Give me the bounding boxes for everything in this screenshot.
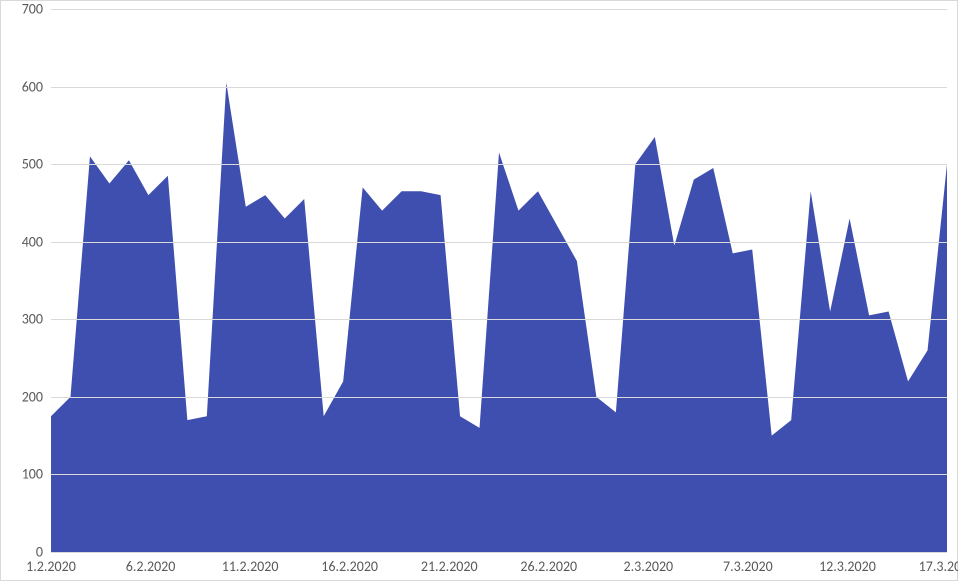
gridline bbox=[51, 474, 947, 475]
x-axis-label: 6.2.2020 bbox=[126, 552, 176, 575]
x-axis-label: 12.3.2020 bbox=[819, 552, 876, 575]
y-axis-label: 500 bbox=[22, 156, 51, 173]
gridline bbox=[51, 319, 947, 320]
gridline bbox=[51, 552, 947, 553]
x-axis-label: 26.2.2020 bbox=[520, 552, 577, 575]
area-chart: 01002003004005006007001.2.20206.2.202011… bbox=[0, 0, 958, 581]
x-axis-label: 11.2.2020 bbox=[222, 552, 279, 575]
x-axis-label: 17.3.2020 bbox=[919, 552, 958, 575]
y-axis-label: 300 bbox=[22, 311, 51, 328]
y-axis-label: 400 bbox=[22, 233, 51, 250]
x-axis-label: 7.3.2020 bbox=[723, 552, 773, 575]
gridline bbox=[51, 9, 947, 10]
x-axis-label: 21.2.2020 bbox=[421, 552, 478, 575]
gridline bbox=[51, 242, 947, 243]
y-axis-label: 600 bbox=[22, 78, 51, 95]
plot-area: 01002003004005006007001.2.20206.2.202011… bbox=[51, 9, 947, 552]
gridline bbox=[51, 164, 947, 165]
x-axis-label: 16.2.2020 bbox=[321, 552, 378, 575]
y-axis-label: 200 bbox=[22, 388, 51, 405]
y-axis-label: 100 bbox=[22, 466, 51, 483]
area-series bbox=[51, 9, 947, 552]
area-path bbox=[51, 83, 947, 552]
x-axis-label: 1.2.2020 bbox=[26, 552, 76, 575]
gridline bbox=[51, 397, 947, 398]
x-axis-label: 2.3.2020 bbox=[624, 552, 674, 575]
y-axis-label: 700 bbox=[22, 1, 51, 18]
gridline bbox=[51, 87, 947, 88]
